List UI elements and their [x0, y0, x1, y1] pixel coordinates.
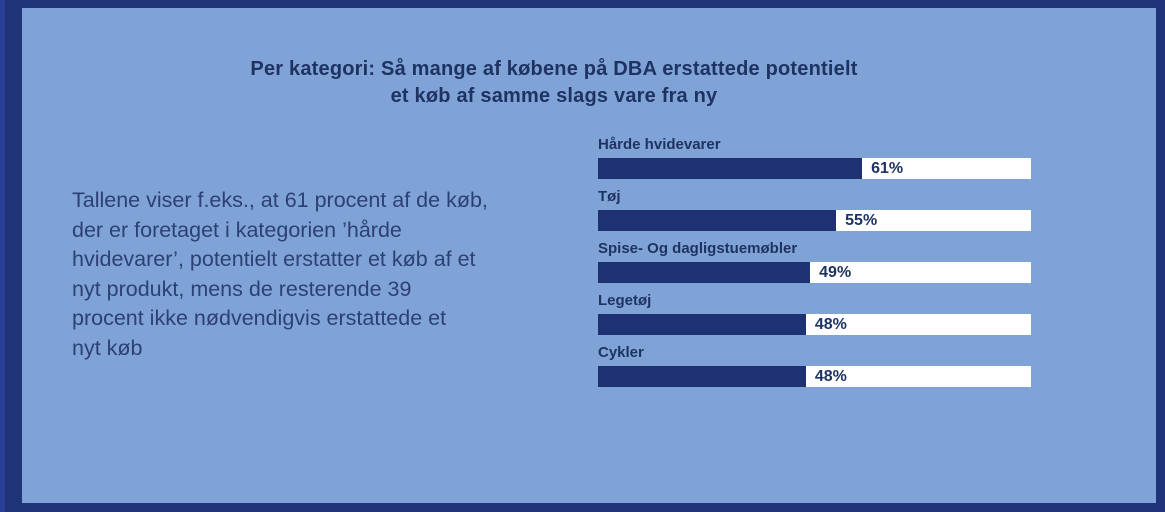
bar-row: Tøj 55%	[598, 188, 1031, 231]
description-text: Tallene viser f.eks., at 61 procent af d…	[72, 188, 488, 360]
bar-fill	[598, 366, 806, 387]
bar-fill	[598, 314, 806, 335]
bar-track: 49%	[598, 262, 1031, 283]
bar-track: 48%	[598, 314, 1031, 335]
bar-track: 61%	[598, 158, 1031, 179]
bar-row: Hårde hvidevarer 61%	[598, 136, 1031, 179]
bar-row: Legetøj 48%	[598, 292, 1031, 335]
left-accent-strip	[0, 0, 5, 512]
category-label: Hårde hvidevarer	[598, 136, 721, 153]
chart-title-line2: et køb af samme slags vare fra ny	[390, 85, 718, 107]
slide-background: Per kategori: Så mange af købene på DBA …	[22, 8, 1156, 503]
category-label: Cykler	[598, 344, 644, 361]
category-label: Legetøj	[598, 292, 652, 309]
bar-track: 48%	[598, 366, 1031, 387]
value-label: 49%	[819, 263, 852, 281]
category-label: Spise- Og dagligstuemøbler	[598, 240, 798, 257]
value-label: 48%	[814, 367, 847, 385]
chart-title: Per kategori: Så mange af købene på DBA …	[22, 56, 1086, 110]
bar-row: Spise- Og dagligstuemøbler 49%	[598, 240, 1031, 283]
value-label: 48%	[814, 315, 847, 333]
bar-row: Cykler 48%	[598, 344, 1031, 387]
value-label: 55%	[845, 211, 878, 229]
bar-fill	[598, 210, 837, 231]
bar-track: 55%	[598, 210, 1031, 231]
bar-fill	[598, 262, 811, 283]
chart-title-line1: Per kategori: Så mange af købene på DBA …	[250, 58, 858, 80]
value-label: 61%	[871, 159, 904, 177]
bar-fill	[598, 158, 863, 179]
category-label: Tøj	[598, 188, 621, 205]
bar-chart: Hårde hvidevarer 61% Tøj 55% Spise- Og dagli…	[598, 136, 1031, 396]
